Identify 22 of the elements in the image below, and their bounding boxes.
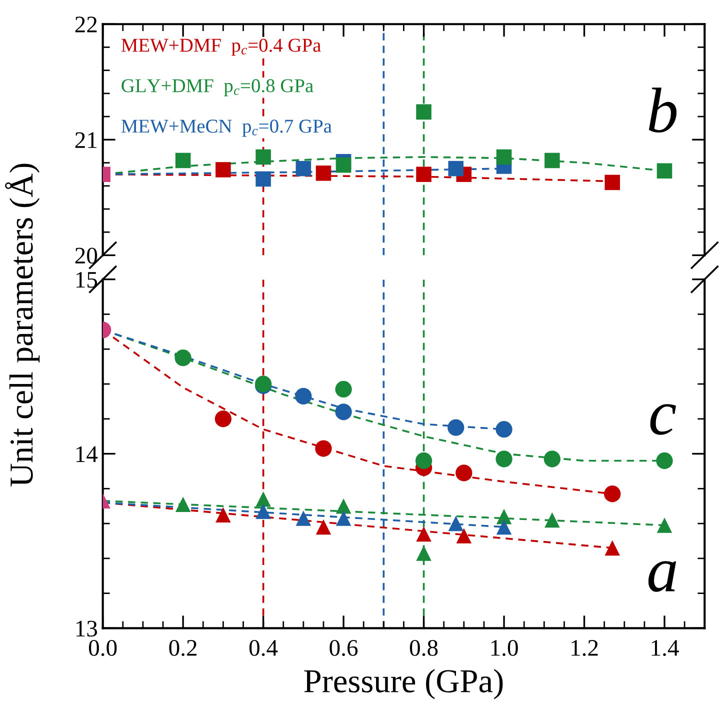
- x-tick-label: 0.6: [330, 640, 358, 656]
- x-tick-label: 0.8: [410, 640, 438, 656]
- x-axis-title: Pressure (GPa): [304, 669, 503, 700]
- y-tick-label: 15: [76, 272, 98, 288]
- ref-line-label: MEW+DMF p$_{c}$=0.4 GPa: [121, 38, 321, 56]
- y-tick-label: 20: [75, 248, 98, 264]
- y-tick-label: 21: [75, 132, 97, 148]
- x-tick-label: 0.0: [88, 640, 117, 656]
- x-tick-label: 1.4: [652, 640, 679, 656]
- ref-line-label: GLY+DMF p$_{c}$=0.8 GPa: [122, 79, 314, 96]
- x-tick-label: 1.0: [491, 640, 518, 656]
- y-tick-label: 14: [76, 446, 98, 462]
- x-tick-label: 0.2: [169, 640, 197, 656]
- x-tick-label: 1.2: [572, 640, 598, 656]
- x-tick-label: 0.4: [249, 640, 278, 656]
- annotation: c: [650, 404, 676, 435]
- y-tick-label: 13: [76, 620, 98, 637]
- annotation: a: [648, 561, 676, 592]
- y-tick-label: 22: [75, 16, 97, 32]
- annotation: b: [648, 88, 677, 133]
- ref-line-label: MEW+MeCN p$_{c}$=0.7 GPa: [121, 120, 332, 137]
- y-axis-title: Unit cell parameters (Å): [5, 164, 40, 486]
